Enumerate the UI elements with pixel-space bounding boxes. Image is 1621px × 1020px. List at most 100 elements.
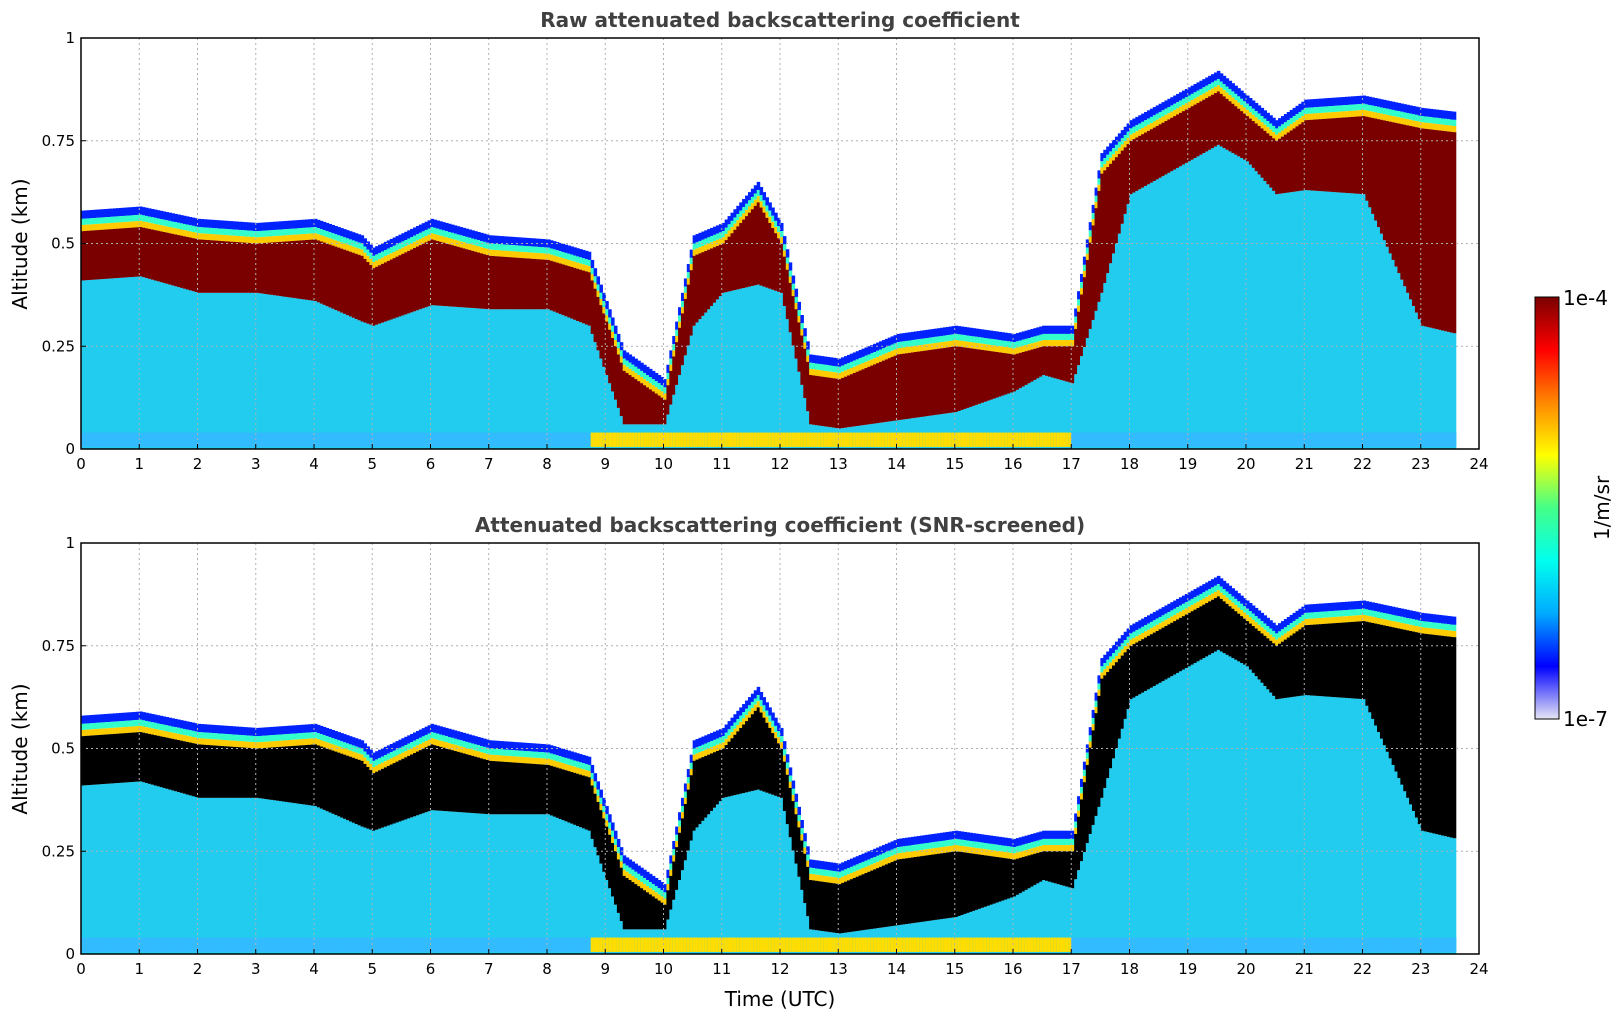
heatmap-cell: [1327, 106, 1332, 113]
heatmap-cell: [514, 432, 519, 447]
heatmap-cell: [267, 230, 271, 237]
heatmap-cell: [724, 724, 729, 733]
heatmap-cell: [957, 831, 962, 840]
heatmap-cell: [415, 246, 420, 311]
heatmap-cell: [739, 937, 743, 952]
heatmap-cell: [95, 230, 100, 280]
heatmap-cell: [168, 220, 172, 228]
heatmap-cell: [447, 736, 452, 744]
heatmap-cell: [433, 724, 437, 733]
heatmap-cell: [494, 432, 499, 447]
heatmap-cell: [1266, 112, 1270, 122]
heatmap-cell: [622, 370, 627, 425]
heatmap-cell: [788, 432, 793, 447]
heatmap-cell: [252, 237, 257, 244]
heatmap-cell: [1068, 838, 1072, 846]
heatmap-cell: [366, 754, 370, 761]
heatmap-cell: [328, 432, 333, 447]
heatmap-cell: [1106, 273, 1110, 449]
heatmap-cell: [465, 937, 469, 952]
heatmap-cell: [107, 937, 111, 952]
heatmap-cell: [182, 937, 187, 952]
heatmap-cell: [217, 220, 222, 229]
heatmap-cell: [1295, 114, 1300, 121]
heatmap-cell: [445, 742, 449, 749]
heatmap-cell: [989, 338, 994, 346]
heatmap-cell: [206, 724, 210, 733]
heatmap-cell: [383, 755, 388, 762]
heatmap-cell: [474, 736, 478, 745]
heatmap-cell: [247, 937, 251, 952]
heatmap-cell: [488, 255, 493, 310]
heatmap-cell: [596, 350, 601, 449]
heatmap-cell: [1059, 340, 1064, 347]
heatmap-cell: [491, 235, 496, 244]
heatmap-cell: [1071, 851, 1075, 889]
heatmap-cell: [1196, 102, 1200, 157]
heatmap-cell: [1018, 937, 1023, 952]
heatmap-cell: [1088, 230, 1093, 237]
heatmap-cell: [613, 937, 618, 952]
heatmap-cell: [998, 857, 1002, 902]
heatmap-cell: [541, 758, 545, 765]
heatmap-cell: [963, 937, 967, 952]
heatmap-cell: [404, 231, 408, 241]
heatmap-cell: [547, 937, 551, 952]
heatmap-cell: [293, 745, 298, 804]
heatmap-cell: [1446, 119, 1451, 126]
heatmap-cell: [785, 263, 790, 270]
heatmap-cell: [780, 237, 784, 244]
heatmap-cell: [602, 818, 606, 872]
heatmap-cell: [718, 238, 723, 245]
heatmap-cell: [401, 758, 405, 821]
heatmap-cell: [893, 343, 898, 350]
heatmap-cell: [771, 720, 775, 727]
heatmap-cell: [1036, 937, 1040, 952]
heatmap-cell: [1254, 123, 1259, 172]
heatmap-cell: [1231, 83, 1235, 92]
heatmap-cell: [710, 227, 714, 237]
heatmap-cell: [975, 432, 979, 447]
heatmap-cell: [838, 366, 842, 373]
heatmap-cell: [331, 308, 335, 449]
heatmap-cell: [806, 355, 810, 362]
heatmap-cell: [911, 845, 915, 852]
heatmap-cell: [1010, 859, 1014, 898]
heatmap-cell: [284, 725, 289, 735]
heatmap-cell: [1441, 118, 1445, 125]
heatmap-cell: [89, 937, 94, 952]
heatmap-cell: [299, 803, 303, 954]
heatmap-cell: [817, 355, 822, 364]
heatmap-cell: [782, 937, 787, 952]
heatmap-cell: [634, 358, 638, 367]
heatmap-cell: [229, 241, 234, 293]
heatmap-cell: [1327, 432, 1332, 447]
heatmap-cell: [334, 432, 338, 447]
heatmap-cell: [890, 350, 895, 357]
heatmap-cell: [118, 207, 123, 217]
heatmap-cell: [739, 432, 743, 447]
heatmap-cell: [628, 368, 633, 376]
heatmap-cell: [1292, 432, 1297, 447]
heatmap-cell: [413, 753, 417, 817]
heatmap-cell: [928, 920, 933, 954]
heatmap-cell: [852, 366, 857, 373]
heatmap-cell: [683, 797, 688, 804]
heatmap-cell: [442, 937, 446, 952]
heatmap-cell: [1388, 253, 1393, 449]
heatmap-cell: [669, 863, 673, 870]
heatmap-cell: [500, 937, 504, 952]
heatmap-cell: [1199, 432, 1203, 447]
heatmap-cell: [343, 937, 347, 952]
heatmap-cell: [136, 726, 140, 733]
heatmap-cell: [1190, 432, 1195, 447]
heatmap-cell: [223, 220, 228, 229]
heatmap-cell: [879, 860, 883, 867]
heatmap-cell: [351, 745, 356, 752]
heatmap-cell: [346, 315, 350, 449]
heatmap-cell: [180, 287, 184, 449]
heatmap-cell: [1045, 880, 1049, 954]
heatmap-cell: [1018, 837, 1023, 846]
heatmap-cell: [986, 350, 991, 401]
heatmap-cell: [564, 244, 568, 253]
